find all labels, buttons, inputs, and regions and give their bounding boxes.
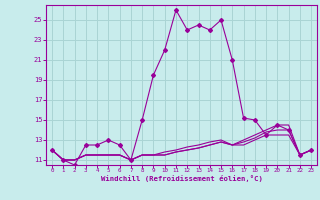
X-axis label: Windchill (Refroidissement éolien,°C): Windchill (Refroidissement éolien,°C) — [101, 175, 262, 182]
